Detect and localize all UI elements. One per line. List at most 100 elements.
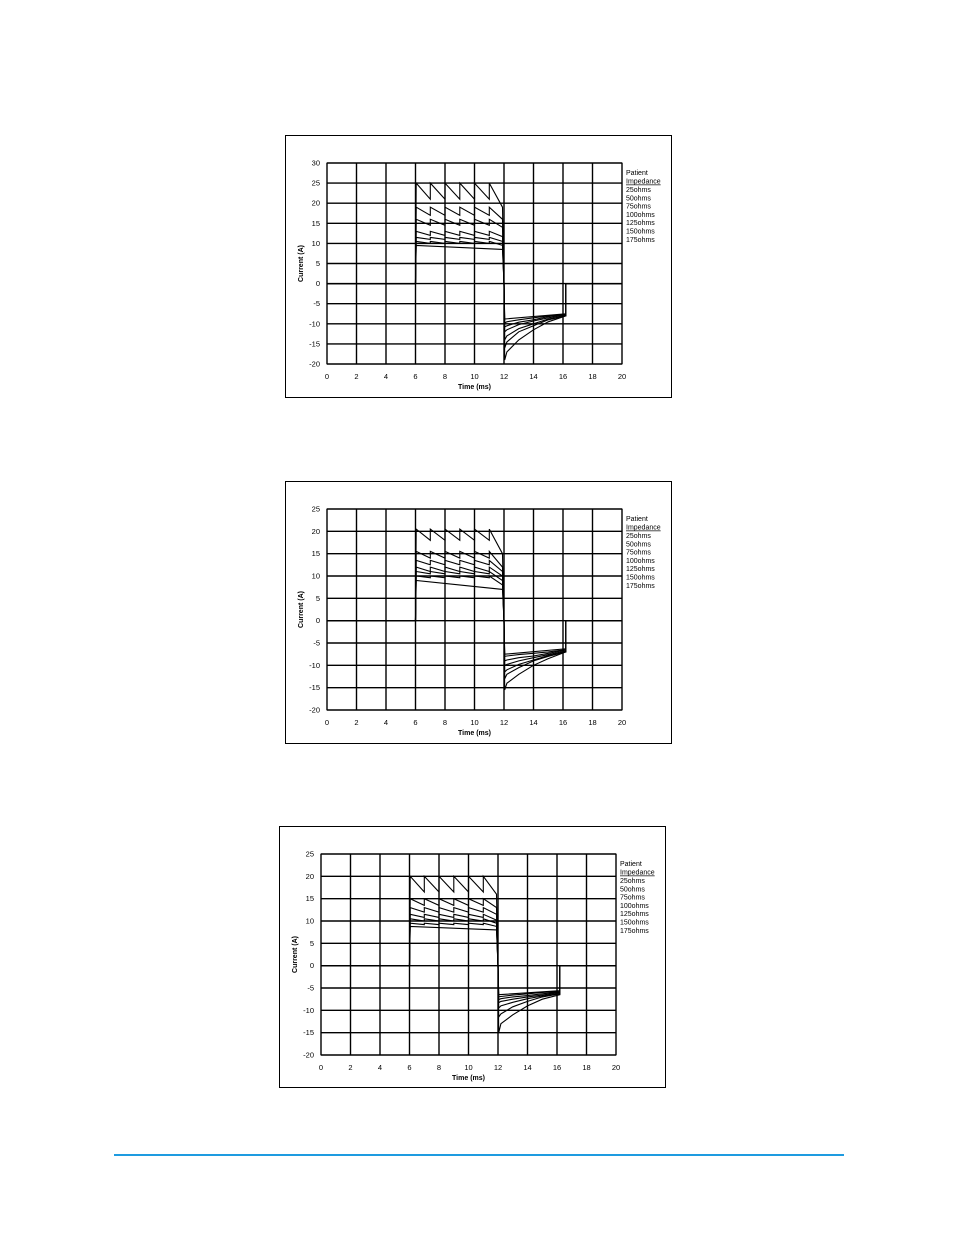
x-tick-label: 18 <box>582 1063 590 1072</box>
legend-entry: 125ohms <box>620 911 649 918</box>
y-tick-label: 5 <box>316 594 320 603</box>
legend-title: Patient <box>626 170 648 177</box>
chart-panel-2: 0 2 4 6 8 10 12 14 16 18 20 25 20 15 10 5 0 -5 -10 -15 -20 Ti… <box>285 481 672 744</box>
y-axis-label: Current (A) <box>298 245 305 282</box>
y-tick-label: -15 <box>309 683 320 692</box>
x-tick-label: 2 <box>354 718 358 727</box>
x-tick-label: 10 <box>470 372 478 381</box>
legend-entry: 25ohms <box>626 533 651 540</box>
x-axis-label: Time (ms) <box>452 1075 485 1082</box>
legend-entry: 50ohms <box>626 195 651 202</box>
y-tick-label: 5 <box>310 939 314 948</box>
legend-entry: 75ohms <box>620 895 645 902</box>
legend-entry: 150ohms <box>626 575 655 582</box>
y-tick-label: 25 <box>312 179 320 188</box>
series-line-25ohms <box>321 874 616 1033</box>
y-tick-label: 5 <box>316 259 320 268</box>
x-tick-label: 0 <box>325 718 329 727</box>
series-line-50ohms <box>327 549 622 679</box>
y-tick-label: -5 <box>313 299 320 308</box>
x-tick-label: 4 <box>384 372 388 381</box>
y-tick-label: 15 <box>312 549 320 558</box>
x-tick-label: 6 <box>413 718 417 727</box>
x-axis-label: Time (ms) <box>458 730 491 737</box>
y-tick-label: -5 <box>313 639 320 648</box>
legend-title: Patient <box>620 861 642 868</box>
legend-entry: 175ohms <box>626 583 655 590</box>
legend-subtitle: Impedance <box>620 870 655 877</box>
y-tick-label: -10 <box>309 319 320 328</box>
y-axis-label: Current (A) <box>292 936 299 973</box>
y-tick-label: -10 <box>309 661 320 670</box>
y-tick-label: -15 <box>309 339 320 348</box>
x-tick-label: 18 <box>588 372 596 381</box>
x-tick-label: 16 <box>559 372 567 381</box>
series-line-25ohms <box>327 527 622 691</box>
y-tick-label: -10 <box>303 1006 314 1015</box>
x-tick-label: 20 <box>612 1063 620 1072</box>
x-tick-label: 6 <box>413 372 417 381</box>
x-tick-label: 20 <box>618 718 626 727</box>
y-tick-label: -20 <box>303 1051 314 1060</box>
legend-subtitle: Impedance <box>626 525 661 532</box>
legend-subtitle: Impedance <box>626 179 661 186</box>
x-tick-label: 4 <box>384 718 388 727</box>
x-tick-label: 12 <box>494 1063 502 1072</box>
legend-entry: 100ohms <box>626 212 655 219</box>
x-tick-label: 12 <box>500 372 508 381</box>
series-line-150ohms <box>321 922 616 998</box>
legend-entry: 100ohms <box>626 558 655 565</box>
legend-entry: 175ohms <box>620 928 649 935</box>
x-tick-label: 0 <box>325 372 329 381</box>
y-tick-label: 0 <box>310 961 314 970</box>
series-line-25ohms <box>327 181 622 361</box>
legend-entry: 75ohms <box>626 550 651 557</box>
x-axis-label: Time (ms) <box>458 384 491 391</box>
legend-entry: 100ohms <box>620 903 649 910</box>
y-tick-label: 20 <box>312 199 320 208</box>
y-tick-label: -20 <box>309 706 320 715</box>
y-tick-label: -15 <box>303 1028 314 1037</box>
y-tick-label: 0 <box>316 616 320 625</box>
x-tick-label: 8 <box>443 372 447 381</box>
x-tick-label: 2 <box>354 372 358 381</box>
legend-entry: 175ohms <box>626 237 655 244</box>
x-tick-label: 16 <box>559 718 567 727</box>
series-line-150ohms <box>327 240 622 324</box>
y-tick-label: 15 <box>312 219 320 228</box>
legend-entry: 50ohms <box>626 541 651 548</box>
x-tick-label: 14 <box>529 718 537 727</box>
x-tick-label: 10 <box>470 718 478 727</box>
series-line-175ohms <box>321 925 616 996</box>
chart-panel-1: 0 2 4 6 8 10 12 14 16 18 20 30 25 20 15 10 5 0 -5 -10 -15 -20… <box>285 135 672 398</box>
x-tick-label: 18 <box>588 718 596 727</box>
chart-panel-3: 0 2 4 6 8 10 12 14 16 18 20 25 20 15 10 5 0 -5 -10 -15 -20 Ti… <box>279 826 666 1088</box>
series-line-100ohms <box>321 913 616 1004</box>
chart-2: 0 2 4 6 8 10 12 14 16 18 20 25 20 15 10 5 0 -5 -10 -15 -20 Ti… <box>298 505 661 738</box>
series-line-50ohms <box>327 205 622 349</box>
x-tick-label: 10 <box>464 1063 472 1072</box>
series-line-75ohms <box>327 218 622 342</box>
y-tick-label: -20 <box>309 360 320 369</box>
series-line-75ohms <box>321 906 616 1010</box>
y-tick-label: 10 <box>306 917 314 926</box>
y-tick-label: 10 <box>312 572 320 581</box>
x-tick-label: 0 <box>319 1063 323 1072</box>
series-line-125ohms <box>327 570 622 662</box>
series-line-150ohms <box>327 574 622 658</box>
x-tick-label: 8 <box>437 1063 441 1072</box>
x-tick-label: 14 <box>529 372 537 381</box>
y-tick-label: 20 <box>306 872 314 881</box>
y-axis-label: Current (A) <box>298 591 305 628</box>
legend-entry: 25ohms <box>626 187 651 194</box>
series-line-100ohms <box>327 230 622 334</box>
x-tick-label: 16 <box>553 1063 561 1072</box>
y-tick-label: 0 <box>316 279 320 288</box>
legend-entry: 125ohms <box>626 566 655 573</box>
series-line-175ohms <box>327 244 622 320</box>
series-line-75ohms <box>327 559 622 674</box>
x-tick-label: 8 <box>443 718 447 727</box>
legend-entry: 50ohms <box>620 886 645 893</box>
legend-entry: 150ohms <box>626 229 655 236</box>
legend-entry: 125ohms <box>626 220 655 227</box>
